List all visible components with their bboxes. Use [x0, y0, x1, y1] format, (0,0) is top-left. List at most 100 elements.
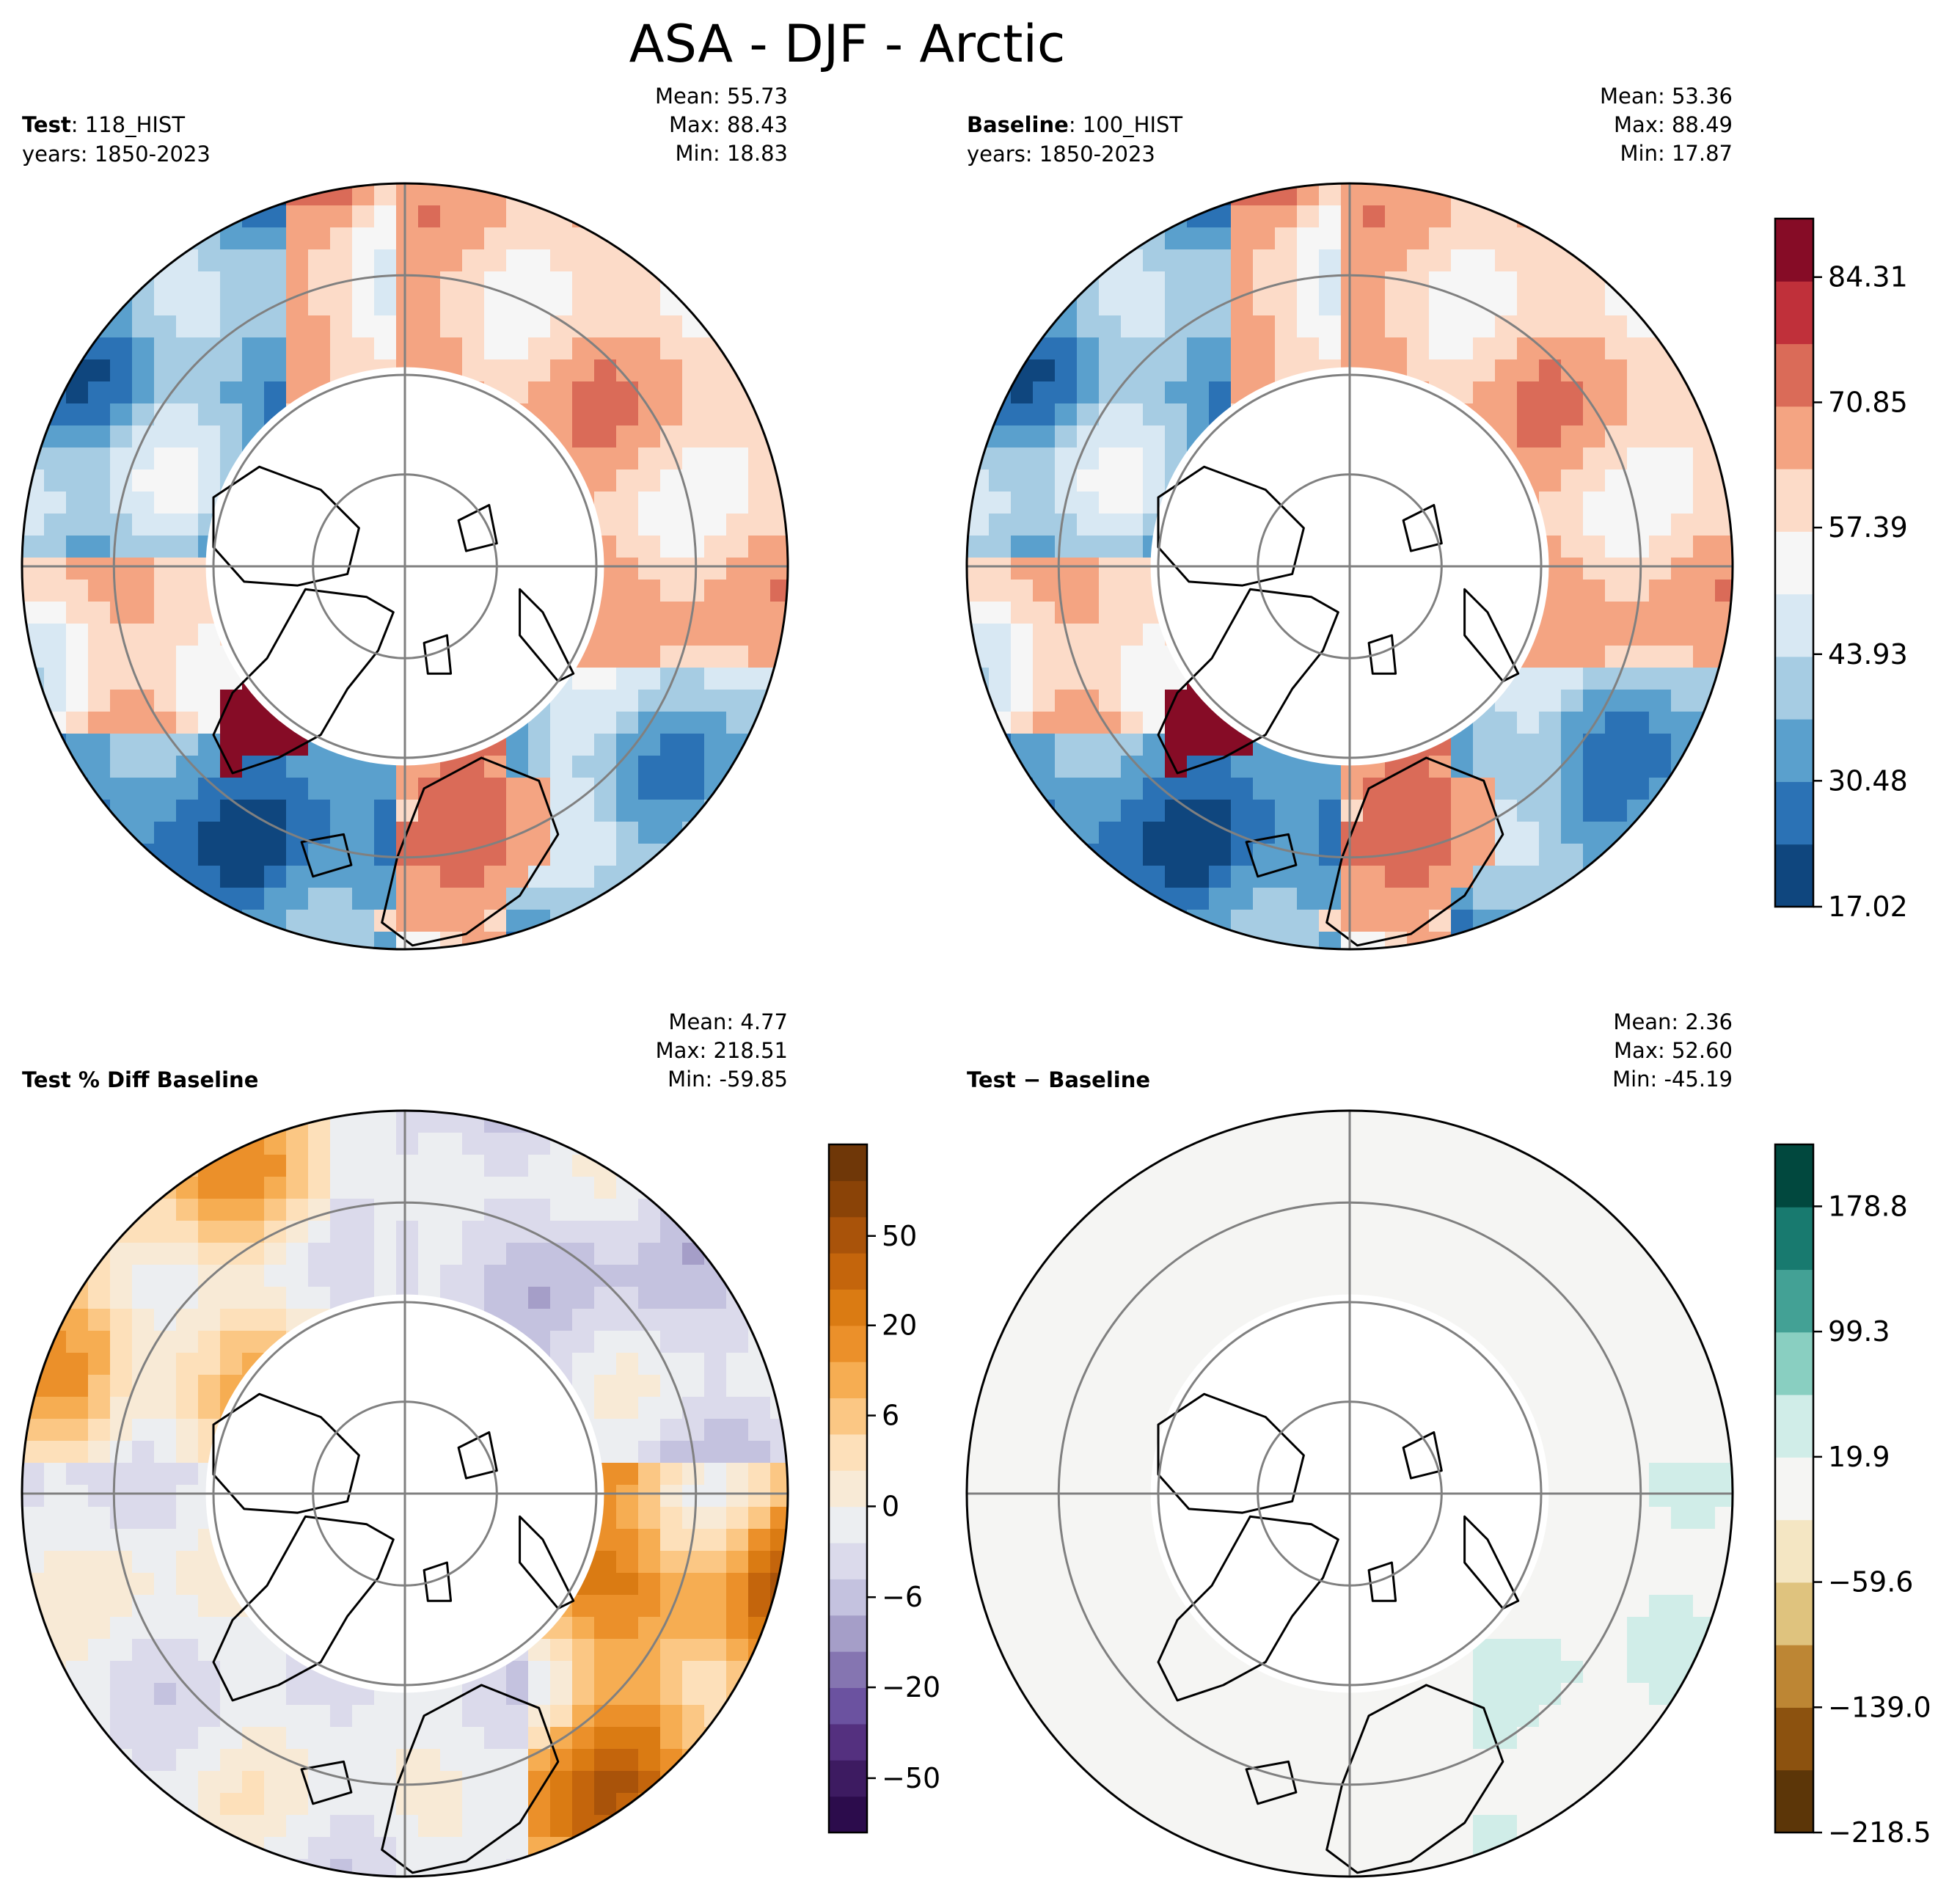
- map-baseline-cell: [1165, 778, 1188, 800]
- map-diff-cell: [1539, 1155, 1562, 1177]
- map-baseline-cell: [1143, 403, 1166, 426]
- map-baseline-cell: [1319, 249, 1342, 272]
- map-test-cell: [594, 271, 617, 294]
- map-diff-cell: [1671, 1441, 1694, 1464]
- map-test-cell: [396, 337, 419, 360]
- map-pctdiff-cell: [660, 1441, 683, 1464]
- map-pctdiff-cell: [374, 1265, 397, 1287]
- map-diff-cell: [1605, 1771, 1628, 1794]
- map-diff-cell: [967, 1463, 990, 1486]
- map-pctdiff-cell: [198, 1243, 221, 1265]
- map-test-cell: [660, 668, 683, 690]
- map-diff-cell: [1055, 1243, 1078, 1265]
- map-pctdiff-cell: [594, 1815, 617, 1838]
- map-pctdiff-cell: [242, 1199, 265, 1221]
- map-diff-cell: [1187, 1815, 1210, 1838]
- map-test-cell: [198, 690, 221, 712]
- pctdiff-min: Min: -59.85: [668, 1067, 788, 1092]
- map-pctdiff-cell: [550, 1683, 573, 1706]
- map-pctdiff-cell: [572, 1331, 595, 1353]
- map-diff-cell: [1583, 1243, 1606, 1265]
- map-pctdiff-coast-canadaArch: [212, 1392, 360, 1514]
- map-baseline-cell: [1187, 866, 1210, 888]
- map-diff-cell: [1583, 1793, 1606, 1816]
- map-pctdiff-cell: [198, 1595, 221, 1618]
- map-diff-coast-novaya: [1463, 1515, 1520, 1610]
- cb-pct-tick-label: 50: [882, 1220, 917, 1252]
- map-baseline-cell: [1671, 624, 1694, 646]
- map-baseline-cell: [1385, 249, 1408, 272]
- map-pctdiff-cell: [594, 1639, 617, 1662]
- map-test-cell: [286, 337, 309, 360]
- map-pctdiff-cell: [110, 1617, 133, 1640]
- map-pctdiff-cell: [704, 1529, 727, 1552]
- map-test-cell: [704, 315, 727, 338]
- map-pctdiff-cell: [660, 1309, 683, 1331]
- map-diff-cell: [1451, 1199, 1474, 1221]
- map-baseline-cell: [1341, 337, 1364, 360]
- map-diff-cell: [1033, 1419, 1056, 1442]
- map-test-cell: [154, 690, 177, 712]
- map-test-cell: [154, 734, 177, 756]
- map-test-cell: [440, 866, 463, 888]
- map-test-cell: [616, 337, 639, 360]
- map-test-cell: [132, 359, 155, 382]
- map-pctdiff-cell: [286, 1683, 309, 1706]
- diff-label: Test − Baseline: [967, 1065, 1150, 1095]
- map-pctdiff-cell: [726, 1419, 749, 1442]
- map-test-cell: [506, 359, 529, 382]
- map-test-cell: [176, 447, 199, 470]
- map-baseline-cell: [1451, 866, 1474, 888]
- map-pctdiff-cell: [198, 1353, 221, 1375]
- cb-pct-swatch: [829, 1325, 867, 1362]
- map-diff-cell: [989, 1595, 1012, 1618]
- map-pctdiff-cell: [616, 1705, 639, 1728]
- map-baseline-cell: [1539, 315, 1562, 338]
- map-baseline-cell: [1627, 822, 1650, 844]
- map-baseline-cell: [1561, 778, 1584, 800]
- cb-main-swatch: [1775, 531, 1813, 595]
- map-baseline-cell: [1121, 249, 1144, 272]
- map-diff-cell: [1055, 1265, 1078, 1287]
- map-baseline-cell: [1209, 778, 1232, 800]
- map-baseline-coast-iceland: [1245, 833, 1298, 878]
- pctdiff-mean: Mean: 4.77: [668, 1009, 788, 1034]
- map-pctdiff-cell: [110, 1353, 133, 1375]
- map-baseline-cell: [1165, 822, 1188, 844]
- cb-pct-swatch: [829, 1506, 867, 1543]
- map-baseline-cell: [989, 536, 1012, 558]
- map-baseline-cell: [1561, 315, 1584, 338]
- map-baseline-cell: [1561, 844, 1584, 866]
- map-test-cell: [132, 734, 155, 756]
- map-baseline-cell: [1693, 734, 1716, 756]
- map-baseline-cell: [1517, 690, 1540, 712]
- map-pctdiff-cell: [748, 1463, 771, 1486]
- map-diff-cell: [1649, 1573, 1672, 1596]
- map-test-cell: [176, 492, 199, 514]
- map-test-cell: [726, 734, 749, 756]
- map-test-cell: [616, 668, 639, 690]
- map-baseline-cell: [1539, 381, 1562, 404]
- map-pctdiff-cell: [374, 1133, 397, 1155]
- map-baseline-cell: [1033, 337, 1056, 360]
- map-pctdiff-cell: [682, 1661, 705, 1684]
- map-diff-cell: [1099, 1485, 1122, 1508]
- cb-diff-swatch: [1775, 1395, 1813, 1458]
- map-diff-cell: [1627, 1287, 1650, 1309]
- map-diff-cell: [1011, 1419, 1034, 1442]
- map-diff-cell: [1253, 1683, 1276, 1706]
- map-diff-cell: [1671, 1551, 1694, 1574]
- map-baseline-cell: [1165, 249, 1188, 272]
- map-baseline-cell: [1407, 888, 1430, 910]
- map-pctdiff-cell: [726, 1397, 749, 1420]
- map-baseline-cell: [1495, 249, 1518, 272]
- map-baseline-cell: [1407, 249, 1430, 272]
- map-baseline-cell: [1407, 866, 1430, 888]
- map-baseline-cell: [1451, 271, 1474, 294]
- map-diff-cell: [1319, 1155, 1342, 1177]
- map-baseline-cell: [1209, 866, 1232, 888]
- map-diff-cell: [1209, 1177, 1232, 1199]
- map-diff-cell: [1583, 1265, 1606, 1287]
- map-test-cell: [242, 844, 265, 866]
- map-test-cell: [748, 536, 771, 558]
